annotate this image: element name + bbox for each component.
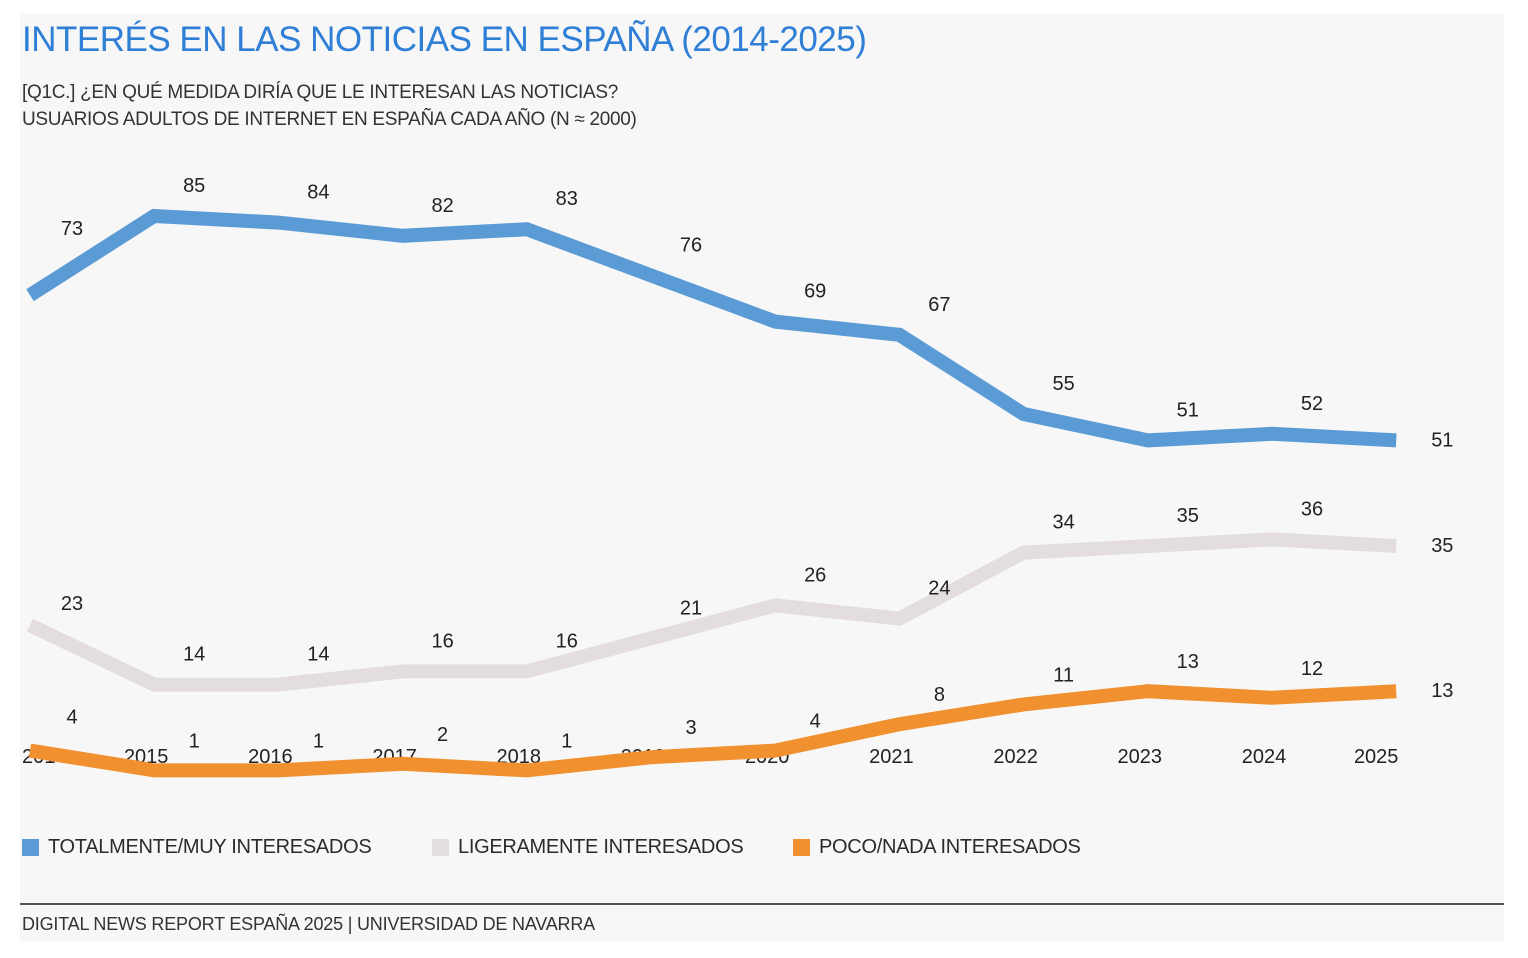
legend-label-totalmente-muy-interesados: TOTALMENTE/MUY INTERESADOS	[48, 836, 372, 858]
data-label-poco-nada-interesados-2025: 13	[1431, 680, 1453, 702]
data-label-poco-nada-interesados-2016: 1	[313, 730, 324, 752]
data-label-totalmente-muy-interesados-2025: 51	[1431, 429, 1453, 451]
data-label-totalmente-muy-interesados-2024: 52	[1301, 393, 1323, 415]
source-footer: DIGITAL NEWS REPORT ESPAÑA 2025 | UNIVER…	[22, 914, 595, 934]
legend-item-totalmente-muy-interesados: TOTALMENTE/MUY INTERESADOS	[22, 836, 372, 859]
legend-label-ligeramente-interesados: LIGERAMENTE INTERESADOS	[458, 836, 744, 858]
data-label-poco-nada-interesados-2019: 3	[685, 717, 696, 739]
x-tick-label-2021: 2021	[869, 746, 914, 768]
x-tick-label-2025: 2025	[1354, 746, 1399, 768]
data-label-ligeramente-interesados-2019: 21	[680, 597, 702, 619]
data-label-ligeramente-interesados-2015: 14	[183, 644, 205, 666]
series-totalmente-muy-interesados: 73 85 84 82 83 76 69 67 55 51 52 51	[26, 175, 1453, 451]
data-label-ligeramente-interesados-2018: 16	[556, 630, 578, 652]
legend-swatch-poco-nada-interesados	[793, 839, 810, 856]
series-ligeramente-interesados: 23 14 14 16 16 21 26 24 34 35 36 35	[26, 498, 1453, 692]
legend-swatch-ligeramente-interesados	[432, 839, 449, 856]
series-line-ligeramente-interesados	[26, 532, 1397, 692]
data-label-totalmente-muy-interesados-2020: 69	[804, 281, 826, 303]
line-chart: 2014 2015 2016 2017 2018 2019 2020 2021 2022 2023…	[22, 175, 1453, 778]
data-label-ligeramente-interesados-2022: 34	[1052, 512, 1074, 534]
data-label-totalmente-muy-interesados-2014: 73	[61, 218, 83, 240]
data-label-totalmente-muy-interesados-2023: 51	[1177, 399, 1199, 421]
data-label-totalmente-muy-interesados-2015: 85	[183, 175, 205, 197]
legend-item-poco-nada-interesados: POCO/NADA INTERESADOS	[793, 836, 1081, 859]
data-label-poco-nada-interesados-2024: 12	[1301, 658, 1323, 680]
data-label-ligeramente-interesados-2014: 23	[61, 593, 83, 615]
data-label-ligeramente-interesados-2017: 16	[431, 630, 453, 652]
x-tick-label-2022: 2022	[993, 746, 1038, 768]
data-label-totalmente-muy-interesados-2017: 82	[431, 195, 453, 217]
data-label-totalmente-muy-interesados-2022: 55	[1052, 373, 1074, 395]
data-label-totalmente-muy-interesados-2016: 84	[307, 182, 329, 204]
chart-legend: TOTALMENTE/MUY INTERESADOS LIGERAMENTE IN…	[0, 836, 1528, 866]
chart-subtitle-question: [Q1C.] ¿EN QUÉ MEDIDA DIRÍA QUE LE INTER…	[22, 82, 619, 103]
data-label-ligeramente-interesados-2016: 14	[307, 644, 329, 666]
data-label-ligeramente-interesados-2021: 24	[928, 578, 950, 600]
data-label-ligeramente-interesados-2023: 35	[1177, 505, 1199, 527]
data-label-ligeramente-interesados-2024: 36	[1301, 498, 1323, 520]
data-label-poco-nada-interesados-2017: 2	[437, 724, 448, 746]
legend-label-poco-nada-interesados: POCO/NADA INTERESADOS	[819, 836, 1081, 858]
chart-subtitle-sample: USUARIOS ADULTOS DE INTERNET EN ESPAÑA C…	[22, 109, 637, 130]
legend-item-ligeramente-interesados: LIGERAMENTE INTERESADOS	[432, 836, 744, 859]
data-label-totalmente-muy-interesados-2018: 83	[556, 188, 578, 210]
data-label-totalmente-muy-interesados-2019: 76	[680, 234, 702, 256]
data-label-poco-nada-interesados-2015: 1	[189, 730, 200, 752]
x-tick-label-2016: 2016	[248, 746, 293, 768]
data-label-poco-nada-interesados-2021: 8	[934, 684, 945, 706]
data-label-poco-nada-interesados-2023: 13	[1177, 651, 1199, 673]
data-label-poco-nada-interesados-2018: 1	[561, 730, 572, 752]
data-label-ligeramente-interesados-2020: 26	[804, 564, 826, 586]
chart-title: INTERÉS EN LAS NOTICIAS EN ESPAÑA (2014-…	[22, 20, 867, 59]
data-label-poco-nada-interesados-2022: 11	[1053, 664, 1074, 686]
series-line-poco-nada-interesados	[28, 684, 1397, 778]
x-tick-label-2023: 2023	[1118, 746, 1163, 768]
x-tick-label-2024: 2024	[1242, 746, 1287, 768]
data-label-poco-nada-interesados-2014: 4	[66, 707, 77, 729]
footer-divider	[20, 903, 1504, 905]
data-label-ligeramente-interesados-2025: 35	[1431, 535, 1453, 557]
data-label-totalmente-muy-interesados-2021: 67	[928, 294, 950, 316]
legend-swatch-totalmente-muy-interesados	[22, 839, 39, 856]
x-axis: 2014 2015 2016 2017 2018 2019 2020 2021 2022 2023…	[22, 746, 1398, 768]
series-line-totalmente-muy-interesados	[26, 208, 1397, 448]
data-label-poco-nada-interesados-2020: 4	[810, 711, 821, 733]
chart-panel	[20, 14, 1504, 942]
